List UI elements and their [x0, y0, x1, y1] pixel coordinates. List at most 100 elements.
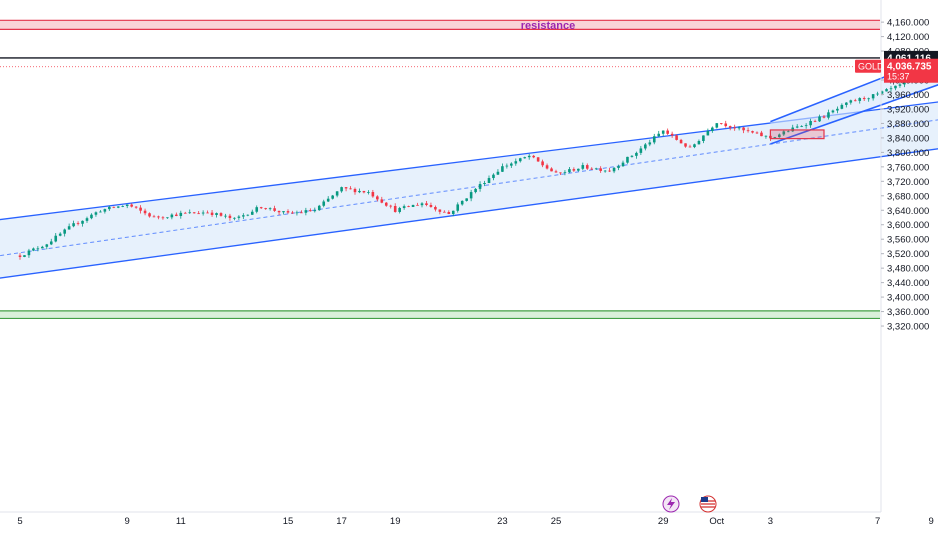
candle-body[interactable]: [541, 161, 544, 166]
candle-body[interactable]: [58, 233, 62, 236]
candle-body[interactable]: [885, 89, 888, 92]
candle-body[interactable]: [49, 241, 53, 245]
candle-body[interactable]: [621, 162, 625, 167]
candle-body[interactable]: [496, 171, 500, 175]
candle-body[interactable]: [108, 206, 111, 210]
candle-body[interactable]: [702, 135, 705, 141]
candle-body[interactable]: [309, 210, 312, 212]
candle-body[interactable]: [99, 211, 102, 213]
candle-body[interactable]: [72, 223, 75, 227]
candle-body[interactable]: [286, 211, 290, 213]
candle-body[interactable]: [626, 156, 629, 163]
candle-body[interactable]: [742, 127, 745, 131]
candle-body[interactable]: [322, 201, 326, 206]
candle-body[interactable]: [384, 202, 388, 206]
candle-body[interactable]: [81, 220, 84, 224]
candle-body[interactable]: [411, 204, 415, 208]
candle-body[interactable]: [469, 192, 473, 199]
candle-body[interactable]: [358, 190, 361, 193]
candle-body[interactable]: [277, 210, 281, 213]
candle-body[interactable]: [483, 183, 486, 185]
candle-body[interactable]: [264, 208, 267, 210]
inner-channel-lower-line[interactable]: [770, 78, 938, 145]
candle-body[interactable]: [505, 165, 509, 167]
candle-body[interactable]: [746, 130, 750, 132]
candle-body[interactable]: [822, 116, 826, 118]
candle-body[interactable]: [804, 125, 808, 127]
candle-body[interactable]: [393, 205, 397, 212]
main-channel-lower-line[interactable]: [0, 135, 938, 279]
candle-body[interactable]: [103, 209, 107, 212]
candle-body[interactable]: [889, 88, 893, 90]
candle-body[interactable]: [751, 131, 754, 133]
candle-body[interactable]: [715, 123, 719, 128]
time-axis[interactable]: 5911151719232529Oct37913151721: [0, 495, 938, 527]
candle-body[interactable]: [371, 192, 375, 197]
candle-body[interactable]: [827, 112, 830, 118]
candle-body[interactable]: [867, 98, 870, 100]
candle-body[interactable]: [326, 198, 330, 202]
candle-body[interactable]: [670, 133, 674, 136]
candle-body[interactable]: [612, 167, 616, 172]
candle-body[interactable]: [407, 206, 410, 208]
candle-body[interactable]: [157, 216, 160, 218]
candle-body[interactable]: [478, 184, 482, 189]
candle-body[interactable]: [657, 133, 661, 137]
candle-body[interactable]: [532, 155, 535, 158]
candle-body[interactable]: [845, 102, 848, 105]
candle-body[interactable]: [210, 212, 214, 215]
candle-body[interactable]: [416, 204, 419, 206]
candle-body[interactable]: [295, 212, 299, 214]
candle-body[interactable]: [809, 120, 812, 126]
candle-body[interactable]: [389, 205, 393, 207]
candle-body[interactable]: [693, 144, 696, 148]
candle-body[interactable]: [514, 161, 518, 164]
candle-body[interactable]: [429, 204, 433, 207]
candle-body[interactable]: [608, 170, 611, 172]
candle-body[interactable]: [876, 93, 879, 95]
price-axis[interactable]: 4,160.0004,120.0004,080.0004,000.0003,96…: [855, 0, 938, 512]
candle-body[interactable]: [76, 223, 80, 225]
candle-body[interactable]: [786, 131, 790, 133]
candle-body[interactable]: [849, 100, 853, 103]
candle-body[interactable]: [853, 100, 857, 102]
candle-body[interactable]: [635, 152, 638, 156]
candle-body[interactable]: [344, 187, 348, 189]
candle-body[interactable]: [871, 94, 875, 99]
candle-body[interactable]: [237, 216, 241, 218]
support-zone[interactable]: [0, 310, 880, 319]
candle-body[interactable]: [755, 132, 759, 134]
candle-body[interactable]: [32, 248, 35, 251]
candle-body[interactable]: [425, 203, 428, 205]
candle-body[interactable]: [617, 166, 620, 168]
candle-body[interactable]: [684, 143, 687, 147]
candle-body[interactable]: [465, 198, 468, 201]
candle-body[interactable]: [603, 170, 607, 172]
candle-body[interactable]: [898, 84, 902, 86]
consolidation-box[interactable]: [769, 129, 825, 140]
candle-body[interactable]: [300, 212, 303, 214]
candle-body[interactable]: [773, 137, 777, 139]
candle-body[interactable]: [85, 218, 89, 221]
candle-body[interactable]: [778, 134, 781, 138]
candle-body[interactable]: [862, 98, 866, 100]
candle-body[interactable]: [719, 123, 723, 124]
candle-body[interactable]: [340, 187, 343, 192]
candle-body[interactable]: [434, 206, 437, 210]
candle-body[interactable]: [268, 208, 272, 210]
candle-body[interactable]: [148, 213, 151, 217]
candle-body[interactable]: [246, 214, 250, 216]
candle-body[interactable]: [18, 255, 22, 257]
candle-body[interactable]: [706, 130, 710, 136]
candle-body[interactable]: [644, 144, 647, 149]
candle-body[interactable]: [577, 168, 580, 171]
candle-body[interactable]: [858, 98, 862, 101]
candle-body[interactable]: [139, 207, 142, 211]
candle-body[interactable]: [41, 246, 44, 249]
candle-body[interactable]: [795, 126, 799, 128]
candle-body[interactable]: [518, 158, 522, 162]
candle-body[interactable]: [152, 216, 156, 218]
candle-body[interactable]: [563, 172, 567, 174]
